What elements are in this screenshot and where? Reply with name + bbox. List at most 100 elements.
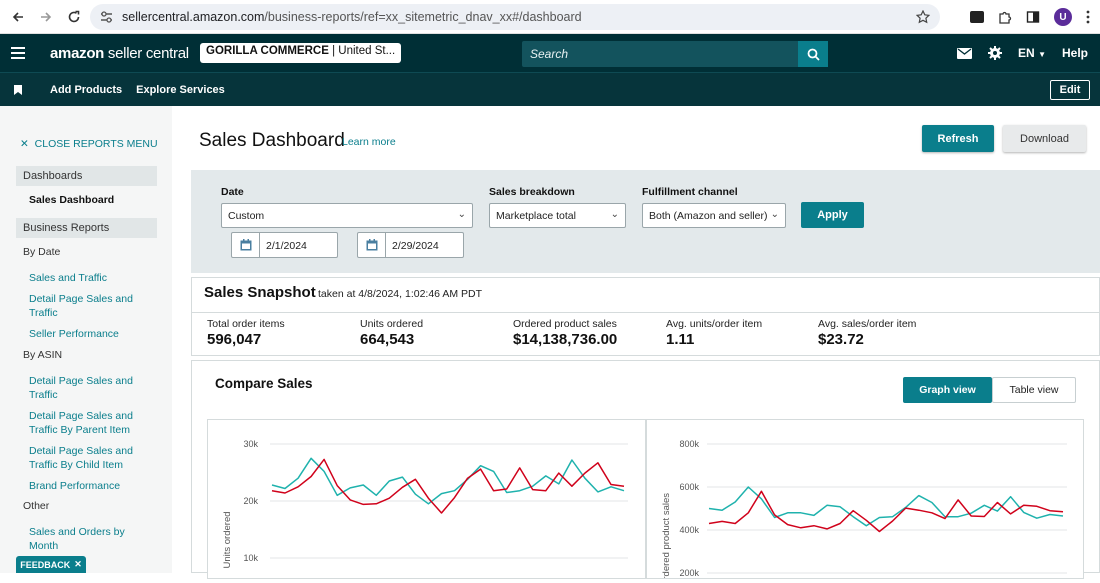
bookmark-icon[interactable] — [0, 84, 36, 95]
compare-sales-panel: Compare Sales Graph view Table view 30k 2… — [191, 360, 1100, 583]
y-axis-label: Ordered product sales — [661, 493, 672, 578]
by-date-label: By Date — [23, 246, 61, 258]
help-link[interactable]: Help — [1061, 46, 1088, 60]
by-asin-label: By ASIN — [23, 349, 63, 361]
bookmark-bar: Add Products Explore Services Edit — [0, 72, 1100, 106]
refresh-button[interactable]: Refresh — [922, 125, 994, 152]
fulfillment-channel-label: Fulfillment channel — [642, 186, 738, 198]
url-text: sellercentral.amazon.com/business-report… — [122, 10, 582, 24]
series-line — [708, 486, 1064, 527]
sidebar-item-sales-dashboard[interactable]: Sales Dashboard — [29, 194, 115, 206]
units-ordered-chart-panel: 30k 20k 10k Units ordered — [207, 419, 646, 579]
back-icon[interactable] — [4, 3, 32, 31]
y-tick-label: 400k — [679, 525, 699, 535]
metric-value: 1.11 — [666, 331, 695, 348]
close-icon: ✕ — [20, 138, 29, 150]
reload-icon[interactable] — [60, 3, 88, 31]
sidebar-link-seller-performance[interactable]: Seller Performance — [29, 328, 119, 340]
gear-icon[interactable] — [988, 46, 1003, 60]
edit-button[interactable]: Edit — [1050, 80, 1090, 100]
graph-view-button[interactable]: Graph view — [903, 377, 992, 403]
close-icon[interactable]: ✕ — [74, 559, 82, 569]
snapshot-title: Sales Snapshot — [204, 284, 316, 301]
close-reports-menu[interactable]: ✕ CLOSE REPORTS MENU — [20, 138, 158, 150]
fulfillment-channel-select[interactable]: Both (Amazon and seller) ⌄ — [642, 203, 786, 228]
metric-value: 664,543 — [360, 331, 415, 348]
table-view-button[interactable]: Table view — [992, 377, 1076, 403]
profile-avatar[interactable]: U — [1054, 8, 1072, 26]
sidebar-link-sales-traffic[interactable]: Sales and Traffic — [29, 272, 108, 284]
start-date-field[interactable]: 2/1/2024 — [231, 232, 338, 258]
sidebar-link-detail-page-sales-traffic[interactable]: Detail Page Sales and Traffic — [29, 293, 133, 319]
metric-label: Avg. sales/order item — [818, 318, 917, 330]
browser-extensions: U — [970, 0, 1100, 34]
y-tick-label: 30k — [243, 439, 258, 449]
main-content: Sales Dashboard Learn more Refresh Downl… — [172, 106, 1100, 583]
metric-label: Total order items — [207, 318, 285, 330]
chevron-down-icon: ⌄ — [457, 209, 466, 220]
units-ordered-chart: 30k 20k 10k Units ordered — [222, 439, 628, 569]
dashboards-header: Dashboards — [16, 166, 157, 186]
metric-label: Avg. units/order item — [666, 318, 763, 330]
puzzle-icon[interactable] — [998, 10, 1012, 24]
divider — [192, 312, 1099, 313]
sales-breakdown-select[interactable]: Marketplace total ⌄ — [489, 203, 626, 228]
calendar-icon[interactable] — [358, 233, 386, 257]
bookmark-star-icon[interactable] — [916, 10, 930, 24]
top-nav-actions: EN ▼ Help — [957, 34, 1088, 72]
y-tick-label: 20k — [243, 496, 258, 506]
y-tick-label: 600k — [679, 482, 699, 492]
account-switcher[interactable]: GORILLA COMMERCE | United St... — [200, 43, 402, 63]
metric-value: $14,138,736.00 — [513, 331, 618, 348]
hamburger-menu-icon[interactable] — [0, 34, 36, 72]
sidebar-link-asin-child-item[interactable]: Detail Page Sales and Traffic By Child I… — [29, 445, 133, 471]
language-selector[interactable]: EN ▼ — [1018, 46, 1046, 60]
download-button[interactable]: Download — [1003, 125, 1086, 152]
side-panel-icon[interactable] — [1026, 10, 1040, 24]
forward-icon[interactable] — [32, 3, 60, 31]
sidebar-link-brand-performance[interactable]: Brand Performance — [29, 480, 121, 492]
sales-breakdown-label: Sales breakdown — [489, 186, 575, 198]
ordered-product-sales-chart-panel: 800k 600k 400k 200k Ordered product sales — [646, 419, 1084, 583]
y-tick-label: 10k — [243, 553, 258, 563]
chevron-down-icon: ▼ — [1038, 50, 1046, 59]
browser-toolbar: sellercentral.amazon.com/business-report… — [0, 0, 1100, 34]
snapshot-timestamp: taken at 4/8/2024, 1:02:46 AM PDT — [318, 288, 483, 300]
reports-sidebar: ✕ CLOSE REPORTS MENU Dashboards Sales Da… — [0, 106, 172, 573]
end-date-field[interactable]: 2/29/2024 — [357, 232, 464, 258]
date-label: Date — [221, 186, 244, 198]
explore-services-link[interactable]: Explore Services — [136, 83, 225, 96]
learn-more-link[interactable]: Learn more — [342, 136, 396, 148]
ordered-product-sales-chart: 800k 600k 400k 200k Ordered product sales — [661, 439, 1067, 583]
series-line — [271, 458, 625, 514]
sidebar-link-asin-parent-item[interactable]: Detail Page Sales and Traffic By Parent … — [29, 410, 133, 436]
sales-snapshot: Sales Snapshot taken at 4/8/2024, 1:02:4… — [191, 277, 1100, 356]
series-line — [271, 457, 625, 505]
mail-icon[interactable] — [957, 47, 973, 59]
chevron-down-icon: ⌄ — [770, 209, 779, 220]
filters-panel: Date Custom ⌄ 2/1/2024 2/29/2024 Sales br… — [191, 170, 1100, 273]
seller-central-logo[interactable]: amazon seller central — [50, 44, 189, 62]
y-tick-label: 800k — [679, 439, 699, 449]
metric-label: Units ordered — [360, 318, 424, 330]
kebab-menu-icon[interactable] — [1086, 10, 1090, 24]
site-settings-icon[interactable] — [100, 11, 113, 23]
calendar-icon[interactable] — [232, 233, 260, 257]
other-label: Other — [23, 500, 50, 512]
search-input[interactable]: Search — [530, 47, 569, 61]
search-icon[interactable] — [798, 41, 828, 67]
search-box[interactable]: Search — [522, 41, 828, 67]
metric-label: Ordered product sales — [513, 318, 617, 330]
extension-icon[interactable] — [970, 11, 984, 23]
series-line — [708, 490, 1064, 533]
sidebar-link-asin-detail-page[interactable]: Detail Page Sales and Traffic — [29, 375, 133, 401]
add-products-link[interactable]: Add Products — [50, 83, 123, 96]
business-reports-header: Business Reports — [16, 218, 157, 238]
date-select[interactable]: Custom ⌄ — [221, 203, 473, 228]
feedback-button[interactable]: FEEDBACK ✕ — [16, 556, 86, 573]
metric-value: $23.72 — [818, 331, 864, 348]
apply-button[interactable]: Apply — [801, 202, 864, 228]
sidebar-link-sales-orders-month[interactable]: Sales and Orders by Month — [29, 526, 125, 552]
y-axis-label: Units ordered — [222, 511, 233, 568]
address-bar[interactable]: sellercentral.amazon.com/business-report… — [90, 4, 940, 30]
